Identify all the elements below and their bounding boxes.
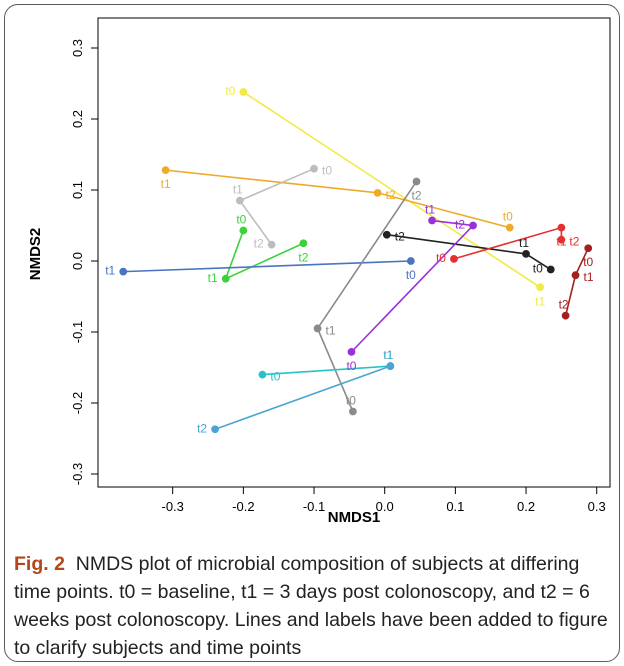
data-point	[428, 216, 436, 225]
series-points	[119, 88, 593, 434]
data-point	[239, 88, 248, 96]
data-point	[161, 166, 170, 175]
data-point	[450, 254, 458, 263]
series-line	[262, 365, 391, 376]
plot-box	[97, 17, 611, 488]
y-tick-label: 0.3	[70, 39, 85, 57]
x-tick-label: 0.3	[588, 499, 606, 514]
data-point	[211, 425, 219, 434]
point-label: t2	[298, 250, 308, 264]
data-point	[382, 230, 391, 239]
point-label: t1	[584, 270, 594, 284]
data-point	[522, 250, 530, 258]
data-point	[299, 239, 308, 248]
point-label: t1	[208, 271, 218, 285]
data-point	[313, 324, 322, 333]
y-tick-label: -0.2	[70, 392, 85, 414]
data-point	[412, 177, 421, 186]
y-tick-label: -0.1	[70, 321, 85, 343]
point-label: t2	[395, 230, 405, 244]
data-point	[406, 257, 415, 265]
point-label: t0	[225, 84, 235, 98]
data-point	[347, 347, 356, 356]
data-point	[258, 370, 267, 379]
data-point	[221, 274, 230, 283]
point-label: t0	[436, 251, 446, 265]
point-label: t2	[569, 235, 579, 249]
point-label: t1	[519, 236, 529, 250]
point-label: t0	[236, 212, 246, 226]
y-tick-label: 0.2	[70, 110, 85, 128]
point-label: t0	[346, 394, 356, 408]
data-point	[267, 240, 276, 249]
x-tick-label: -0.1	[303, 499, 325, 514]
data-point	[348, 407, 357, 416]
series-line	[123, 260, 411, 273]
x-tick-label: -0.2	[232, 499, 254, 514]
series-line	[224, 230, 304, 281]
point-label: t1	[383, 348, 393, 362]
point-label: t1	[425, 203, 435, 217]
data-point	[505, 223, 514, 232]
series-line	[214, 365, 391, 431]
point-label: t2	[559, 298, 569, 312]
axes: -0.3 -0.2 -0.1 0.0 0.1 0.2 0.3 -0.3 -0.2 -0.1 0.0 0…	[70, 39, 606, 514]
data-point	[119, 267, 128, 276]
x-tick-label: -0.3	[161, 499, 183, 514]
point-label: t0	[322, 164, 332, 178]
data-point	[557, 223, 566, 232]
series-line	[238, 167, 315, 246]
figure-frame	[4, 4, 620, 662]
y-axis-label: NMDS2	[27, 228, 44, 281]
series-line	[242, 91, 541, 288]
data-point	[310, 164, 318, 173]
point-label: t0	[406, 268, 416, 282]
data-point	[235, 196, 244, 205]
point-label: t0	[533, 262, 543, 276]
point-label: t1	[556, 235, 566, 249]
series-line	[316, 181, 418, 412]
point-label: t0	[270, 370, 280, 384]
nmds-scatter-chart: -0.3 -0.2 -0.1 0.0 0.1 0.2 0.3 -0.3 -0.2 -0.1 0.0 0…	[27, 17, 611, 526]
data-point	[239, 226, 248, 235]
data-point	[546, 265, 555, 274]
point-label: t2	[386, 188, 396, 202]
x-tick-label: 0.0	[376, 499, 394, 514]
point-label: t2	[197, 421, 207, 435]
data-point	[373, 188, 382, 197]
point-label: t1	[535, 294, 545, 308]
caption-text: NMDS plot of microbial composition of su…	[14, 553, 608, 659]
point-label: t1	[161, 177, 171, 191]
x-tick-label: 0.2	[517, 499, 535, 514]
x-axis-label: NMDS1	[328, 509, 381, 526]
point-label: t0	[346, 359, 356, 373]
point-label: t0	[503, 210, 513, 224]
data-point	[561, 311, 570, 320]
figure-caption: Fig. 2 NMDS plot of microbial compositio…	[14, 550, 610, 662]
figure-label: Fig. 2	[14, 553, 65, 575]
point-label: t1	[105, 264, 115, 278]
y-tick-label: 0.0	[70, 252, 85, 270]
point-label: t0	[583, 255, 593, 269]
data-point	[571, 271, 580, 280]
data-point	[469, 221, 477, 230]
series-lines	[123, 91, 589, 431]
data-point	[386, 362, 395, 370]
point-label: t1	[233, 183, 243, 197]
series-line	[350, 219, 475, 353]
point-label: t2	[455, 218, 465, 232]
data-point	[536, 283, 545, 292]
point-label: t2	[254, 237, 264, 251]
data-point	[557, 235, 566, 244]
point-label: t1	[326, 323, 336, 337]
y-tick-label: -0.3	[70, 463, 85, 485]
x-tick-label: 0.1	[446, 499, 464, 514]
data-point	[584, 244, 593, 253]
point-label: t1	[383, 348, 393, 362]
y-tick-label: 0.1	[70, 181, 85, 199]
point-label: t2	[411, 188, 421, 202]
series-line	[453, 226, 563, 260]
